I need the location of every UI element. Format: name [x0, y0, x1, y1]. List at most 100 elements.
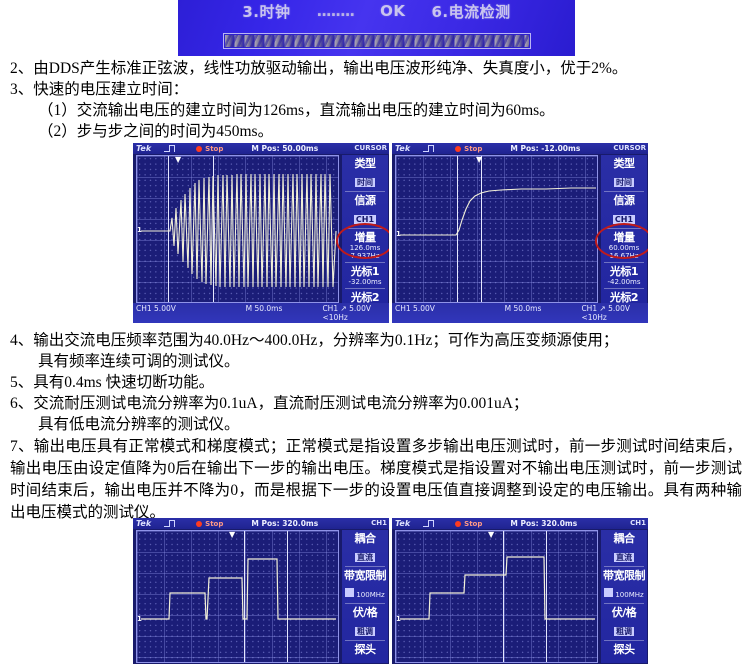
bandwidth-toggle-icon[interactable]: [604, 588, 614, 597]
tek-logo: Tek: [395, 519, 411, 528]
scope3-menu-bwlimit-value: 100MHz: [356, 591, 385, 599]
scope4-menu-bwlimit[interactable]: 带宽限制 100MHz: [601, 570, 647, 601]
tek-logo: Tek: [136, 519, 152, 528]
scope2-bottom-bar: CH1 5.00V M 50.0ms CH1 ↗ 5.00V <10Hz: [392, 303, 648, 323]
lcd-menu-item-6: 6.电流检测: [431, 2, 511, 21]
scope1-menu-cursor2-label: 光标2: [350, 291, 380, 304]
stop-indicator-icon: [455, 520, 462, 527]
scope2-menu-title: CURSOR: [613, 144, 646, 152]
scope4-menu-title: CH1: [630, 519, 646, 527]
divider: [345, 191, 385, 192]
scope3-menu-bwlimit[interactable]: 带宽限制 100MHz: [342, 570, 388, 601]
divider: [345, 603, 385, 604]
scope1-ch1-scale: CH1 5.00V: [136, 304, 176, 313]
scope3-waveform-area: ▼ 1: [136, 530, 339, 663]
scope2-cursor-1: [457, 156, 458, 302]
scope3-side-menu[interactable]: 耦合 直流 带宽限制 100MHz 伏/格 粗调 探头 10X 反相: [342, 530, 388, 663]
oscilloscope-screenshot-4: Tek Stop M Pos: 320.0ms CH1 ▼ 1 耦合 直流 带宽…: [392, 518, 648, 664]
scope3-menu-voltsdiv-label: 伏/格: [352, 606, 378, 619]
scope1-menu-title: CURSOR: [354, 144, 387, 152]
scope2-menu-delta[interactable]: 增量 60.00ms 16.67Hz: [601, 231, 647, 261]
scope4-menu-coupling[interactable]: 耦合 直流: [601, 533, 647, 564]
scope4-channel-marker: 1: [396, 615, 401, 623]
scope4-menu-voltsdiv[interactable]: 伏/格 粗调: [601, 607, 647, 638]
divider: [604, 566, 644, 567]
scope2-grid-lines: [396, 156, 597, 302]
scope3-grid-lines: [137, 531, 338, 662]
scope4-menu-coupling-label: 耦合: [613, 532, 636, 545]
oscilloscope-screenshot-1: Tek Stop M Pos: 50.00ms CURSOR ▼ 1 类型 时间…: [133, 143, 389, 323]
scope3-top-bar: Tek Stop M Pos: 320.0ms CH1: [133, 518, 389, 529]
scope2-menu-source-label: 信源: [613, 194, 636, 207]
scope4-menu-probe[interactable]: 探头 10X: [601, 644, 647, 664]
scope2-menu-cursor1[interactable]: 光标1 -42.00ms: [601, 266, 647, 287]
stop-indicator-icon: [196, 145, 203, 152]
scope1-cursor-1: [168, 156, 169, 302]
scope3-trigger-position-icon: ▼: [229, 530, 236, 539]
stop-indicator-icon: [455, 145, 462, 152]
scope1-trigger-position-icon: ▼: [175, 155, 182, 164]
scope1-menu-delta[interactable]: 增量 126.0ms 7.937Hz: [342, 231, 388, 261]
scope2-menu-type[interactable]: 类型 时间: [601, 158, 647, 189]
scope4-side-menu[interactable]: 耦合 直流 带宽限制 100MHz 伏/格 粗调 探头 10X 反相: [601, 530, 647, 663]
scope1-trigger-freq: <10Hz: [322, 313, 348, 322]
scope4-menu-voltsdiv-label: 伏/格: [611, 606, 637, 619]
scope3-menu-voltsdiv[interactable]: 伏/格 粗调: [342, 607, 388, 638]
doc-item-4-sub: 具有频率连续可调的测试仪。: [38, 353, 240, 370]
scope4-menu-bwlimit-row: 100MHz: [601, 582, 647, 601]
scope2-waveform-trace: [400, 187, 596, 236]
scope4-menu-coupling-value: 直流: [614, 553, 634, 562]
scope1-channel-marker: 1: [137, 226, 142, 234]
scope3-menu-probe[interactable]: 探头 10X: [342, 644, 388, 664]
divider: [604, 262, 644, 263]
scope1-trigger-src: CH1 ↗ 5.00V: [322, 304, 371, 313]
scope3-menu-probe-label: 探头: [354, 643, 377, 656]
scope3-menu-coupling[interactable]: 耦合 直流: [342, 533, 388, 564]
scope1-side-menu[interactable]: 类型 时间 信源 CH1 增量 126.0ms 7.937Hz 光标1 -32.…: [342, 155, 388, 312]
scope2-menu-delta-label: 增量: [613, 231, 636, 244]
bandwidth-toggle-icon[interactable]: [345, 588, 355, 597]
trigger-waveform-icon: [164, 144, 178, 152]
scope1-menu-type[interactable]: 类型 时间: [342, 158, 388, 189]
scope1-menu-type-label: 类型: [354, 157, 377, 170]
scope1-timebase: M 50.0ms: [245, 304, 283, 313]
scope3-cursor-2: [287, 531, 288, 662]
scope4-trigger-position-icon: ▼: [488, 530, 495, 539]
device-lcd-panel: 3.时钟 ........ OK 6.电流检测: [178, 0, 575, 56]
scope4-waveform-trace: [400, 556, 595, 620]
tek-logo: Tek: [395, 144, 411, 153]
scope2-channel-marker: 1: [396, 230, 401, 238]
divider: [604, 191, 644, 192]
divider: [345, 640, 385, 641]
scope1-menu-source[interactable]: 信源 CH1: [342, 195, 388, 226]
scope2-menu-type-value: 时间: [614, 178, 634, 187]
scope1-menu-cursor1[interactable]: 光标1 -32.00ms: [342, 266, 388, 287]
scope2-mpos: M Pos: -12.00ms: [510, 144, 581, 153]
lcd-menu-row: 3.时钟 ........ OK 6.电流检测: [178, 0, 575, 22]
scope2-menu-delta-time: 60.00ms: [608, 244, 640, 252]
scope3-waveform-trace: [141, 558, 336, 620]
oscilloscope-screenshot-3: Tek Stop M Pos: 320.0ms CH1 ▼ 1 耦合 直流 带宽…: [133, 518, 389, 664]
lcd-progress-bar: [223, 33, 531, 49]
scope3-menu-title: CH1: [371, 519, 387, 527]
scope3-menu-coupling-label: 耦合: [354, 532, 377, 545]
divider: [345, 262, 385, 263]
scope4-status: Stop: [464, 519, 483, 528]
scope2-side-menu[interactable]: 类型 时间 信源 CH1 增量 60.00ms 16.67Hz 光标1 -42.…: [601, 155, 647, 312]
scope1-menu-delta-label: 增量: [354, 231, 377, 244]
scope2-trigger-freq: <10Hz: [581, 313, 607, 322]
scope2-menu-cursor1-value: -42.00ms: [607, 278, 641, 286]
scope1-mpos: M Pos: 50.00ms: [251, 144, 319, 153]
doc-item-3-2: （2）步与步之间的时间为450ms。: [38, 123, 274, 140]
trigger-waveform-icon: [164, 519, 178, 527]
stop-indicator-icon: [196, 520, 203, 527]
divider: [345, 288, 385, 289]
scope2-status: Stop: [464, 144, 483, 153]
scope1-cursor-2: [213, 156, 214, 302]
divider: [604, 603, 644, 604]
scope1-waveform-trace: [141, 173, 337, 288]
scope1-menu-cursor1-value: -32.00ms: [348, 278, 382, 286]
scope2-waveform-area: ▼ 1: [395, 155, 598, 303]
scope2-menu-source[interactable]: 信源 CH1: [601, 195, 647, 226]
scope3-mpos: M Pos: 320.0ms: [251, 519, 319, 528]
